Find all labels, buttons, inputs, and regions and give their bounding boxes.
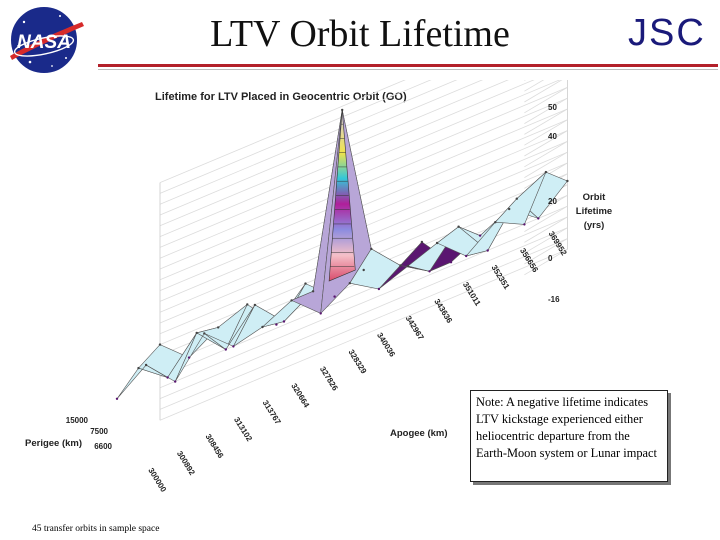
chart-title: Lifetime for LTV Placed in Geocentric Or… — [155, 91, 407, 103]
peak-spike — [328, 109, 356, 282]
footnote: 45 transfer orbits in sample space — [32, 524, 160, 534]
z-tick-label: -16 — [548, 295, 560, 304]
data-point — [391, 274, 394, 277]
divider-rule — [98, 69, 718, 70]
x-tick-label: 343636 — [432, 297, 454, 325]
z-axis-label-2: Lifetime — [576, 206, 612, 217]
logo-wordmark: NASA — [17, 32, 71, 53]
z-axis-label-3: (yrs) — [584, 220, 605, 231]
data-point — [261, 325, 264, 329]
data-point — [115, 397, 119, 400]
x-tick-label: 300000 — [146, 466, 168, 494]
data-point — [420, 240, 424, 244]
y-tick-label: 15000 — [66, 416, 89, 425]
data-point — [246, 303, 249, 306]
x-tick-label: 320664 — [289, 382, 311, 410]
data-point — [333, 295, 336, 298]
x-tick-label: 356656 — [518, 247, 540, 275]
data-point — [137, 366, 140, 370]
data-point — [457, 225, 460, 228]
x-tick-label: 327826 — [318, 365, 340, 393]
data-point — [217, 326, 220, 329]
data-point — [187, 356, 191, 359]
y-tick-label: 7500 — [90, 427, 108, 436]
z-tick-label: 0 — [548, 254, 553, 263]
y-axis-label: Perigee (km) — [25, 438, 82, 449]
z-tick-label: 40 — [548, 132, 557, 141]
nasa-logo: NASA — [0, 0, 88, 80]
data-point — [290, 299, 293, 302]
data-point — [174, 380, 177, 383]
data-point — [253, 303, 257, 307]
data-point — [232, 345, 235, 348]
z-axis-label-1: Orbit — [583, 192, 607, 203]
x-tick-label: 313767 — [261, 399, 283, 427]
data-point — [311, 290, 315, 293]
data-point — [566, 179, 569, 183]
data-point — [319, 312, 322, 315]
data-point — [144, 363, 148, 367]
data-point — [203, 332, 206, 335]
data-point — [515, 197, 518, 200]
data-point — [304, 282, 307, 285]
lifetime-surface-chart: Lifetime for LTV Placed in Geocentric Or… — [25, 80, 612, 494]
data-point — [377, 287, 381, 291]
data-point — [508, 207, 511, 211]
data-point — [282, 320, 286, 323]
data-point — [544, 170, 548, 174]
z-tick-label: 50 — [548, 103, 557, 112]
data-point — [195, 331, 198, 335]
data-point — [224, 348, 227, 351]
data-point — [166, 376, 169, 379]
data-point — [158, 343, 162, 346]
data-point — [370, 247, 373, 251]
data-point — [486, 249, 489, 252]
data-point — [362, 268, 365, 272]
data-point — [406, 264, 410, 268]
data-point — [348, 282, 351, 285]
z-axis-ticks: 50 40 20 0 -16 — [548, 103, 560, 304]
x-tick-label: 352351 — [490, 263, 512, 291]
x-tick-label: 300892 — [175, 449, 197, 477]
data-point — [537, 217, 540, 220]
data-point — [428, 270, 431, 273]
x-axis-label: Apogee (km) — [390, 428, 448, 439]
org-label: JSC — [628, 12, 706, 54]
data-point — [478, 234, 482, 237]
x-tick-label: 308456 — [204, 432, 226, 460]
data-point — [275, 323, 278, 326]
x-tick-label: 328329 — [347, 348, 369, 376]
x-tick-label: 342967 — [404, 314, 426, 342]
data-point — [399, 264, 402, 267]
accent-rule — [98, 64, 718, 67]
data-point — [494, 221, 497, 224]
data-point — [465, 254, 468, 258]
slide-title: LTV Orbit Lifetime — [210, 13, 510, 55]
x-tick-label: 340036 — [375, 331, 397, 359]
data-point — [523, 223, 526, 226]
z-tick-label: 20 — [548, 197, 557, 206]
x-tick-label: 313102 — [232, 416, 254, 444]
y-tick-label: 6600 — [94, 442, 112, 451]
data-point — [435, 241, 439, 245]
x-tick-label: 351011 — [461, 280, 483, 308]
data-point — [449, 261, 453, 264]
note-box: Note: A negative lifetime indicates LTV … — [470, 390, 668, 482]
